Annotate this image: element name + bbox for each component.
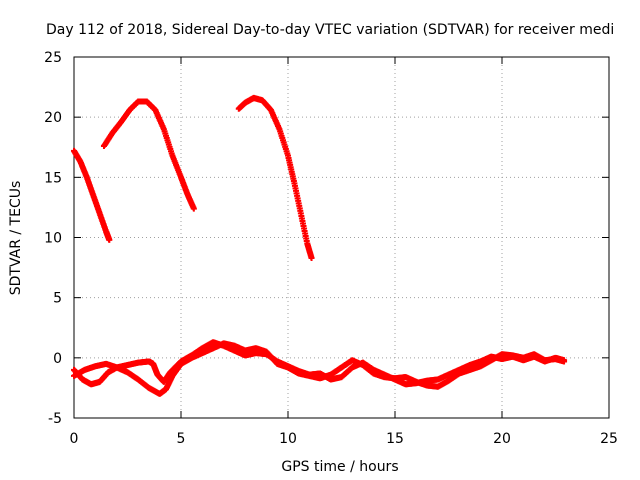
series-arc-3 [235,94,315,261]
data-point [308,254,315,261]
y-tick-label: 5 [53,291,62,307]
y-tick-label: -5 [48,411,62,427]
data-point [190,205,197,212]
x-tick-label: 0 [70,431,79,447]
series-arc-2 [100,98,197,212]
data-series [71,94,568,397]
data-point [561,357,568,364]
y-tick-label: 25 [44,50,62,66]
x-tick-label: 20 [493,431,511,447]
x-tick-label: 25 [600,431,618,447]
y-tick-label: 15 [44,170,62,186]
y-tick-label: 10 [44,231,62,247]
y-tick-label: 0 [53,351,62,367]
axis-tick-labels: 0 5 10 15 20 25 -5 0 5 10 15 20 25 [44,50,618,447]
x-axis-label: GPS time / hours [281,459,398,475]
x-tick-label: 15 [386,431,404,447]
axis-ticks [73,56,610,419]
y-axis-label: SDTVAR / TECUs [8,181,24,296]
x-tick-label: 10 [279,431,297,447]
chart-title: Day 112 of 2018, Sidereal Day-to-day VTE… [46,22,614,38]
data-point [106,236,113,243]
y-tick-label: 20 [44,110,62,126]
x-tick-label: 5 [177,431,186,447]
series-arc-1 [71,147,113,243]
series-near-zero-b [71,339,568,388]
